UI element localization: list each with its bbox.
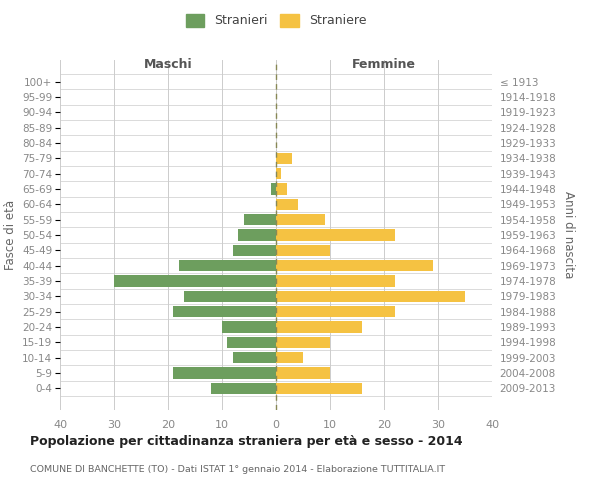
Bar: [276, 260, 433, 272]
Text: Popolazione per cittadinanza straniera per età e sesso - 2014: Popolazione per cittadinanza straniera p…: [30, 435, 463, 448]
Bar: [173, 368, 276, 379]
Y-axis label: Anni di nascita: Anni di nascita: [562, 192, 575, 278]
Bar: [233, 352, 276, 364]
Bar: [276, 152, 292, 164]
Bar: [244, 214, 276, 226]
Bar: [276, 244, 330, 256]
Text: Maschi: Maschi: [143, 58, 193, 71]
Bar: [276, 229, 395, 241]
Text: COMUNE DI BANCHETTE (TO) - Dati ISTAT 1° gennaio 2014 - Elaborazione TUTTITALIA.: COMUNE DI BANCHETTE (TO) - Dati ISTAT 1°…: [30, 465, 445, 474]
Bar: [173, 306, 276, 318]
Bar: [222, 322, 276, 333]
Bar: [276, 168, 281, 179]
Bar: [179, 260, 276, 272]
Bar: [184, 290, 276, 302]
Bar: [276, 276, 395, 287]
Bar: [276, 214, 325, 226]
Bar: [233, 244, 276, 256]
Bar: [276, 382, 362, 394]
Bar: [276, 352, 303, 364]
Bar: [276, 183, 287, 194]
Bar: [238, 229, 276, 241]
Legend: Stranieri, Straniere: Stranieri, Straniere: [181, 8, 371, 32]
Bar: [227, 336, 276, 348]
Bar: [276, 368, 330, 379]
Text: Femmine: Femmine: [352, 58, 416, 71]
Bar: [211, 382, 276, 394]
Bar: [271, 183, 276, 194]
Bar: [276, 198, 298, 210]
Bar: [276, 306, 395, 318]
Bar: [276, 322, 362, 333]
Bar: [114, 276, 276, 287]
Y-axis label: Fasce di età: Fasce di età: [4, 200, 17, 270]
Bar: [276, 336, 330, 348]
Bar: [276, 290, 465, 302]
